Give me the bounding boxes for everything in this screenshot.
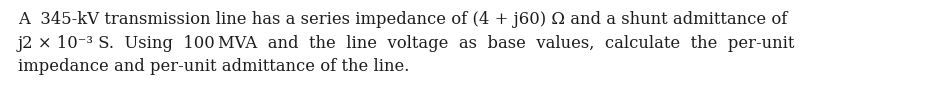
- Text: j2 × 10⁻³ S.  Using  100 MVA  and  the  line  voltage  as  base  values,  calcul: j2 × 10⁻³ S. Using 100 MVA and the line …: [18, 35, 795, 52]
- Text: impedance and per-unit admittance of the line.: impedance and per-unit admittance of the…: [18, 59, 409, 75]
- Text: A  345-kV transmission line has a series impedance of (4 + j60) Ω and a shunt ad: A 345-kV transmission line has a series …: [18, 11, 788, 28]
